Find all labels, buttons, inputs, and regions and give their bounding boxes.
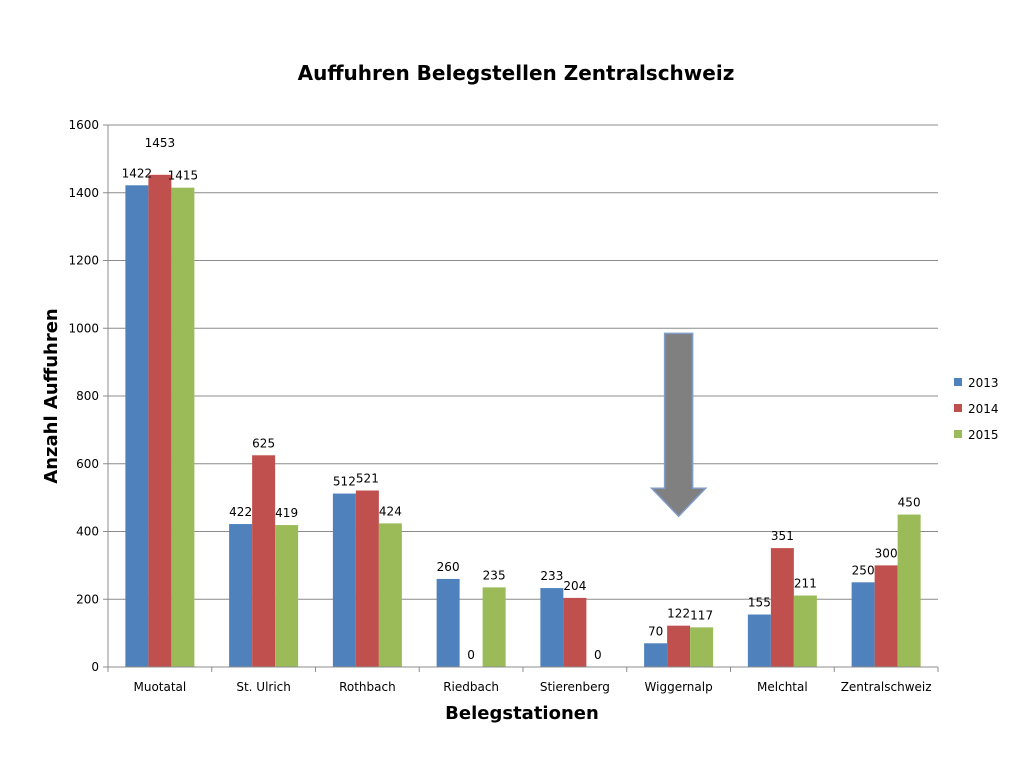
bar-2015 (378, 523, 402, 667)
data-label: 1453 (145, 136, 176, 150)
bar-2013 (229, 524, 253, 667)
x-category-label: Muotatal (133, 680, 186, 694)
bar-2014 (563, 597, 587, 667)
data-label: 122 (667, 607, 690, 621)
bar-2013 (540, 588, 564, 667)
x-category-label: Riedbach (443, 680, 499, 694)
data-label: 211 (794, 577, 817, 591)
data-label: 235 (483, 568, 506, 582)
data-label: 1415 (168, 169, 199, 183)
data-label: 70 (648, 624, 663, 638)
bar-2013 (332, 493, 356, 667)
bar-2014 (355, 490, 379, 667)
x-category-label: St. Ulrich (236, 680, 291, 694)
data-label: 155 (748, 595, 771, 609)
bar-2013 (436, 578, 460, 667)
data-label: 117 (690, 608, 713, 622)
y-tick-label: 1400 (68, 186, 99, 200)
y-tick-label: 400 (76, 525, 99, 539)
bars (125, 174, 921, 668)
bar-2014 (667, 625, 691, 667)
data-label: 250 (852, 563, 875, 577)
data-label: 260 (437, 560, 460, 574)
data-label: 512 (333, 475, 356, 489)
axes (107, 125, 939, 672)
data-label: 300 (875, 546, 898, 560)
x-axis-title: Belegstationen (445, 703, 599, 724)
bar-2013 (644, 643, 668, 667)
data-label: 204 (563, 579, 586, 593)
data-label: 419 (275, 506, 298, 520)
y-tick-label: 600 (76, 457, 99, 471)
annotations (649, 332, 708, 518)
down-arrow-annotation (649, 332, 708, 518)
data-label: 233 (540, 569, 563, 583)
x-category-label: Rothbach (339, 680, 396, 694)
data-label: 0 (467, 648, 475, 662)
bar-2015 (482, 587, 506, 667)
bar-2014 (252, 455, 276, 667)
y-tick-label: 1200 (68, 254, 99, 268)
legend: 2013 2014 2015 (954, 376, 999, 442)
data-label: 625 (252, 436, 275, 450)
legend-label: 2013 (968, 376, 999, 390)
data-label: 0 (594, 648, 602, 662)
x-category-label: Stierenberg (540, 680, 610, 694)
bar-2013 (747, 614, 771, 667)
bar-2013 (125, 185, 149, 668)
y-axis-title: Anzahl Auffuhren (41, 308, 62, 483)
bar-2013 (851, 582, 875, 667)
legend-swatch (954, 378, 962, 386)
legend-label: 2014 (968, 402, 999, 416)
x-category-label: Zentralschweiz (841, 680, 932, 694)
bar-2015 (793, 595, 817, 667)
y-axis-ticks: 0 200 400 600 800 1000 1200 1400 1600 (68, 118, 108, 674)
x-axis-categories: Muotatal St. Ulrich Rothbach Riedbach Stiere… (133, 680, 931, 694)
bar-2014 (874, 565, 898, 667)
legend-label: 2015 (968, 428, 999, 442)
bar-2015 (275, 525, 299, 667)
y-tick-label: 200 (76, 592, 99, 606)
bar-2014 (148, 174, 172, 667)
legend-swatch (954, 404, 962, 412)
x-category-label: Melchtal (757, 680, 808, 694)
chart-title: Auffuhren Belegstellen Zentralschweiz (298, 61, 735, 85)
bar-2014 (770, 548, 794, 667)
data-label: 1422 (122, 166, 153, 180)
data-label: 351 (771, 529, 794, 543)
bar-2015 (690, 627, 714, 667)
data-labels: 1422 1453 1415 422 625 419 512 521 424 260 0 235 233… (122, 136, 921, 662)
y-tick-label: 1600 (68, 118, 99, 132)
x-category-label: Wiggernalp (645, 680, 713, 694)
data-label: 424 (379, 504, 402, 518)
data-label: 521 (356, 472, 379, 486)
legend-swatch (954, 430, 962, 438)
y-tick-label: 800 (76, 389, 99, 403)
y-tick-label: 0 (91, 660, 99, 674)
data-label: 450 (898, 496, 921, 510)
y-tick-label: 1000 (68, 321, 99, 335)
data-label: 422 (229, 505, 252, 519)
bar-2015 (171, 187, 195, 667)
bar-2015 (897, 514, 921, 667)
